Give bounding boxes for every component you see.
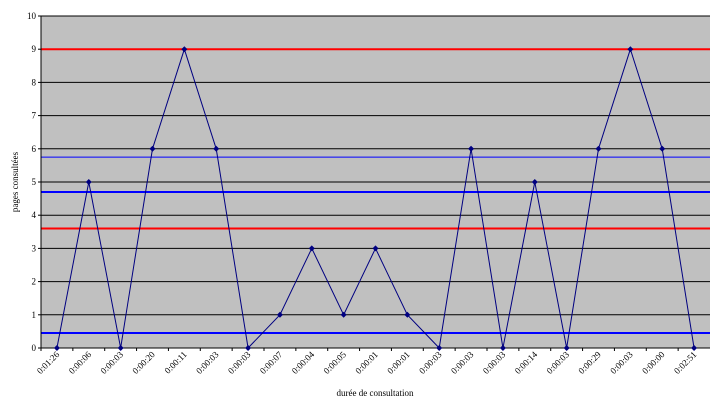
data-point (276, 311, 283, 318)
data-point (531, 179, 538, 185)
x-tick-label: 0:00:03 (449, 349, 476, 376)
data-point (213, 145, 220, 152)
data-point (181, 46, 188, 53)
data-point (245, 345, 252, 351)
data-point (659, 145, 666, 152)
data-point (308, 245, 315, 252)
data-point (117, 345, 124, 351)
y-tick-label: 7 (32, 111, 37, 121)
y-tick-label: 1 (32, 310, 37, 320)
x-tick-label: 0:00:01 (353, 349, 380, 376)
x-tick-label: 0:00:01 (385, 349, 412, 376)
x-tick-label: 0:00:06 (67, 349, 94, 376)
x-tick-label: 0:00:03 (99, 349, 126, 376)
y-tick-label: 9 (32, 44, 37, 54)
x-tick-label: 0:00:00 (640, 349, 667, 376)
data-point (691, 345, 698, 351)
data-point (563, 345, 570, 351)
x-tick-label: 0:00:03 (226, 349, 253, 376)
x-tick-label: 0:00:04 (290, 349, 317, 376)
x-axis-title: durée de consultation (337, 388, 414, 398)
x-tick-label: 0:00:03 (545, 349, 572, 376)
data-point (468, 145, 475, 152)
data-point (149, 145, 156, 152)
y-tick-label: 8 (32, 77, 37, 87)
y-tick-label: 0 (32, 343, 37, 353)
data-point (436, 345, 443, 351)
data-point (372, 245, 379, 252)
x-tick-label: 0:00:14 (513, 349, 540, 376)
x-tick-label: 0:00:03 (481, 349, 508, 376)
x-tick-label: 0:00:03 (417, 349, 444, 376)
x-tick-label: 0:00:03 (194, 349, 221, 376)
y-tick-label: 4 (32, 210, 37, 220)
x-tick-label: 0:00:29 (576, 349, 603, 376)
x-tick-label: 0:02:51 (672, 349, 699, 376)
data-point (595, 145, 602, 152)
x-tick-label: 0:00:03 (608, 349, 635, 376)
x-tick-label: 0:00:07 (258, 349, 285, 376)
data-point (499, 345, 506, 351)
y-tick-label: 3 (32, 243, 37, 253)
y-tick-label: 2 (32, 277, 37, 287)
x-tick-label: 0:00:05 (322, 349, 349, 376)
x-tick-label: 0:01:26 (35, 349, 62, 376)
y-tick-label: 5 (32, 177, 37, 187)
x-tick-label: 0:00:20 (130, 349, 157, 376)
x-tick-label: 0:00:11 (162, 349, 188, 375)
data-point (340, 311, 347, 318)
y-axis-title: pages consultées (10, 151, 20, 212)
data-point (85, 179, 92, 185)
y-tick-label: 10 (27, 11, 37, 21)
data-point (404, 311, 411, 318)
data-point (627, 46, 634, 53)
y-tick-label: 6 (32, 144, 37, 154)
data-point (53, 345, 60, 351)
